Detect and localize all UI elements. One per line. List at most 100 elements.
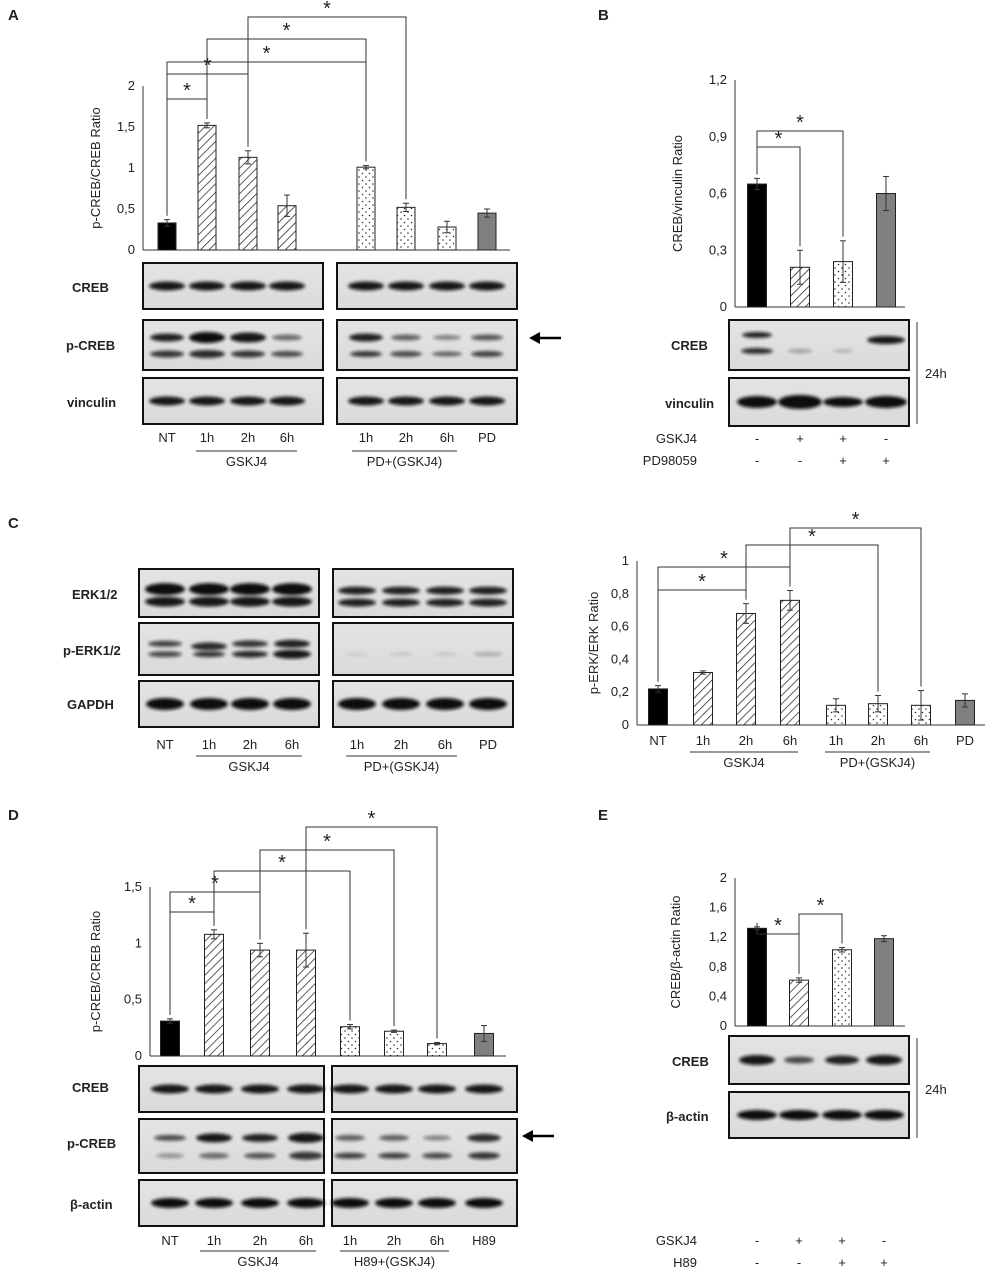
bar-E: [874, 938, 894, 1027]
treatment-mark-b: -: [798, 453, 802, 468]
blot-band: [230, 583, 270, 596]
significance-star: *: [323, 831, 331, 853]
blot-band: [244, 1152, 276, 1159]
significance-star: *: [211, 873, 219, 895]
bar-D: [427, 1043, 447, 1057]
bar-C: [693, 672, 713, 726]
y-tick-label-A: 1: [128, 160, 135, 175]
blot-band: [150, 333, 184, 342]
lane-label-d: NT: [161, 1233, 178, 1248]
blot-band: [433, 335, 461, 340]
panel-letter-a: A: [8, 7, 19, 24]
blot-band: [273, 698, 311, 710]
significance-star: *: [263, 43, 271, 65]
blot-band: [784, 1056, 814, 1064]
time-label-e: 24h: [925, 1082, 947, 1097]
blot-band: [833, 349, 853, 353]
lane-label-a: 6h: [280, 430, 294, 445]
time-label-b: 24h: [925, 366, 947, 381]
blot-band: [469, 598, 507, 607]
significance-star: *: [852, 509, 860, 531]
blot-band: [418, 1198, 456, 1208]
blot-band: [391, 334, 421, 341]
blot-b-creb: [728, 319, 910, 371]
blot-band: [471, 351, 503, 357]
treatment-mark-b: +: [839, 453, 847, 468]
bar-A: [157, 222, 177, 251]
blot-band: [418, 1084, 456, 1094]
treatment-mark-e: +: [795, 1233, 803, 1248]
y-tick-label-B: 0,6: [709, 186, 727, 201]
blot-band: [338, 598, 376, 607]
blot-frame: [336, 319, 518, 371]
lane-label-c-blot: 2h: [243, 737, 257, 752]
lane-label-d: 1h: [207, 1233, 221, 1248]
blot-c-gapdh-left: [138, 680, 320, 728]
blot-band: [189, 350, 225, 358]
blot-band: [388, 396, 424, 406]
blot-band: [151, 1084, 189, 1094]
blot-label-c-erk: ERK1/2: [72, 587, 118, 602]
treatment-label-b: PD98059: [643, 453, 697, 468]
bar-D: [204, 933, 224, 1057]
blot-band: [154, 1134, 186, 1141]
blot-band: [737, 1110, 777, 1120]
significance-star: *: [283, 20, 291, 42]
blot-band: [465, 1084, 503, 1094]
treatment-mark-e: -: [755, 1233, 759, 1248]
blot-c-erk-right: [332, 568, 514, 618]
y-tick-label-C: 0,4: [611, 651, 629, 666]
treatment-mark-b: +: [839, 431, 847, 446]
blot-band: [426, 598, 464, 607]
blot-c-erk-left: [138, 568, 320, 618]
blot-band: [825, 1055, 859, 1065]
blot-d-pcreb-right: [331, 1118, 518, 1174]
blot-d-creb-right: [331, 1065, 518, 1113]
blot-band: [741, 348, 773, 354]
significance-star: *: [278, 852, 286, 874]
treatment-label-e: GSKJ4: [656, 1233, 697, 1248]
significance-bracket: [756, 130, 844, 237]
lane-label-c-chart: 2h: [871, 733, 885, 748]
significance-star: *: [775, 128, 783, 150]
y-axis-title-D: p-CREB/CREB Ratio: [88, 911, 103, 1032]
blot-band: [778, 395, 822, 409]
blot-d-creb-left: [138, 1065, 325, 1113]
blot-band: [189, 281, 225, 291]
blot-a-pcreb-left: [142, 319, 324, 371]
blot-label-e-actin: β-actin: [666, 1109, 709, 1124]
blot-band: [426, 698, 464, 710]
bar-E: [747, 927, 767, 1027]
lane-label-c-blot: 6h: [438, 737, 452, 752]
panel-letter-e: E: [598, 807, 608, 824]
y-tick-label-C: 1: [622, 553, 629, 568]
blot-band: [272, 583, 312, 596]
blot-band: [345, 652, 369, 657]
lane-label-a: PD: [478, 430, 496, 445]
blot-band: [375, 1198, 413, 1208]
blot-band: [467, 1133, 501, 1142]
blot-band: [271, 351, 303, 357]
y-tick-label-A: 0,5: [117, 201, 135, 216]
blot-band: [151, 1198, 189, 1208]
lane-label-a: 2h: [399, 430, 413, 445]
bar-D: [384, 1030, 404, 1057]
blot-frame: [138, 622, 320, 676]
blot-band: [232, 650, 268, 658]
blot-band: [241, 1198, 279, 1208]
significance-bracket: [657, 589, 747, 682]
blot-band: [433, 652, 457, 657]
y-tick-label-A: 1,5: [117, 119, 135, 134]
blot-d-actin-left: [138, 1179, 325, 1227]
blot-band: [823, 397, 863, 407]
blot-band: [390, 351, 422, 357]
y-tick-label-E: 0,4: [709, 988, 727, 1003]
blot-band: [469, 698, 507, 710]
blot-band: [864, 1110, 904, 1120]
blot-band: [189, 596, 229, 607]
lane-label-c-chart: PD: [956, 733, 974, 748]
significance-star: *: [183, 80, 191, 102]
blot-band: [349, 333, 383, 342]
blot-band: [241, 1084, 279, 1094]
lane-label-c-chart: 1h: [829, 733, 843, 748]
